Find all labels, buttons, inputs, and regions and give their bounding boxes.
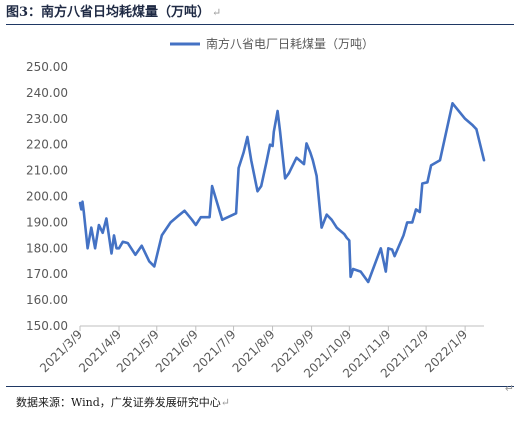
x-axis: 2021/3/92021/4/92021/5/92021/6/92021/7/9… bbox=[37, 325, 484, 381]
y-tick-label: 210.00 bbox=[26, 164, 68, 178]
source-text: 数据来源：Wind，广发证券发展研究中心 bbox=[16, 396, 221, 409]
y-tick-label: 150.00 bbox=[26, 319, 68, 333]
corner-return-mark: ↵ bbox=[504, 382, 514, 395]
x-tick-label: 2022/1/9 bbox=[422, 327, 470, 375]
source-note: 数据来源：Wind，广发证券发展研究中心↵ bbox=[16, 394, 230, 412]
title-rule bbox=[6, 24, 514, 25]
source-rule bbox=[6, 386, 514, 387]
y-tick-label: 190.00 bbox=[26, 215, 68, 229]
series-line bbox=[78, 102, 486, 284]
y-tick-label: 230.00 bbox=[26, 112, 68, 126]
source-return-mark: ↵ bbox=[220, 396, 230, 409]
y-tick-label: 220.00 bbox=[26, 138, 68, 152]
figure-title: 图3：南方八省日均耗煤量（万吨） ↵ bbox=[6, 3, 221, 23]
y-tick-label: 200.00 bbox=[26, 190, 68, 204]
y-tick-label: 240.00 bbox=[26, 86, 68, 100]
y-tick-label: 250.00 bbox=[26, 60, 68, 74]
figure-title-text: 图3：南方八省日均耗煤量（万吨） bbox=[6, 5, 211, 20]
y-tick-label: 160.00 bbox=[26, 293, 68, 307]
legend-label: 南方八省电厂日耗煤量（万吨） bbox=[206, 36, 374, 51]
y-tick-label: 180.00 bbox=[26, 241, 68, 255]
chart-area: 南方八省电厂日耗煤量（万吨） 150.00 160.00 170.00 180.00 1… bbox=[0, 26, 520, 384]
y-tick-label: 170.00 bbox=[26, 267, 68, 281]
series-group bbox=[78, 102, 486, 284]
line-chart: 南方八省电厂日耗煤量（万吨） 150.00160.00170.00180.001… bbox=[26, 36, 486, 381]
chart-legend: 南方八省电厂日耗煤量（万吨） bbox=[170, 36, 374, 51]
y-axis: 150.00 160.00 170.00 180.00 190.00 200.00 210.… bbox=[26, 60, 68, 333]
return-mark: ↵ bbox=[212, 6, 222, 19]
